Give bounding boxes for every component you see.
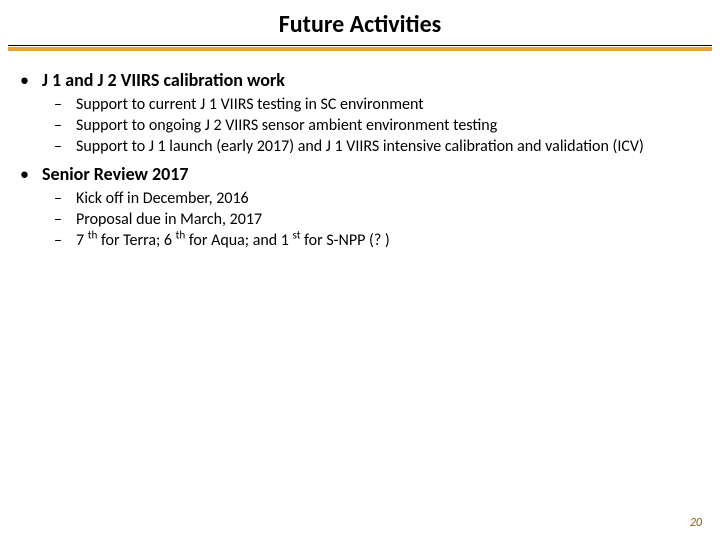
bullet-level2-text: Support to J 1 launch (early 2017) and J…: [76, 137, 700, 157]
dash-icon: –: [54, 95, 76, 114]
divider-thin: [8, 45, 712, 46]
dash-icon: –: [54, 210, 76, 229]
bullet-level2-text: Kick off in December, 2016: [76, 189, 700, 209]
bullet-level2: –Kick off in December, 2016: [20, 189, 700, 209]
dash-icon: –: [54, 231, 76, 250]
bullet-level2-text: Support to ongoing J 2 VIIRS sensor ambi…: [76, 116, 700, 136]
bullet-icon: •: [20, 163, 42, 185]
slide-title: Future Activities: [0, 10, 720, 39]
bullet-level2: –Proposal due in March, 2017: [20, 210, 700, 230]
bullet-level2: –Support to current J 1 VIIRS testing in…: [20, 95, 700, 115]
bullet-level2: –Support to ongoing J 2 VIIRS sensor amb…: [20, 116, 700, 136]
bullet-level2-text: Support to current J 1 VIIRS testing in …: [76, 95, 700, 115]
page-number: 20: [690, 516, 702, 530]
dash-icon: –: [54, 189, 76, 208]
bullet-level1: •Senior Review 2017: [20, 163, 700, 185]
dash-icon: –: [54, 137, 76, 156]
bullet-level1-text: J 1 and J 2 VIIRS calibration work: [42, 69, 285, 91]
bullet-icon: •: [20, 69, 42, 91]
content-area: •J 1 and J 2 VIIRS calibration work–Supp…: [0, 51, 720, 251]
bullet-level1: •J 1 and J 2 VIIRS calibration work: [20, 69, 700, 91]
bullet-level1-text: Senior Review 2017: [42, 163, 189, 185]
bullet-level2-text: 7 th for Terra; 6 th for Aqua; and 1 st …: [76, 231, 700, 251]
title-area: Future Activities: [0, 0, 720, 45]
bullet-level2: –7 th for Terra; 6 th for Aqua; and 1 st…: [20, 231, 700, 251]
dash-icon: –: [54, 116, 76, 135]
bullet-level2-text: Proposal due in March, 2017: [76, 210, 700, 230]
bullet-level2: –Support to J 1 launch (early 2017) and …: [20, 137, 700, 157]
